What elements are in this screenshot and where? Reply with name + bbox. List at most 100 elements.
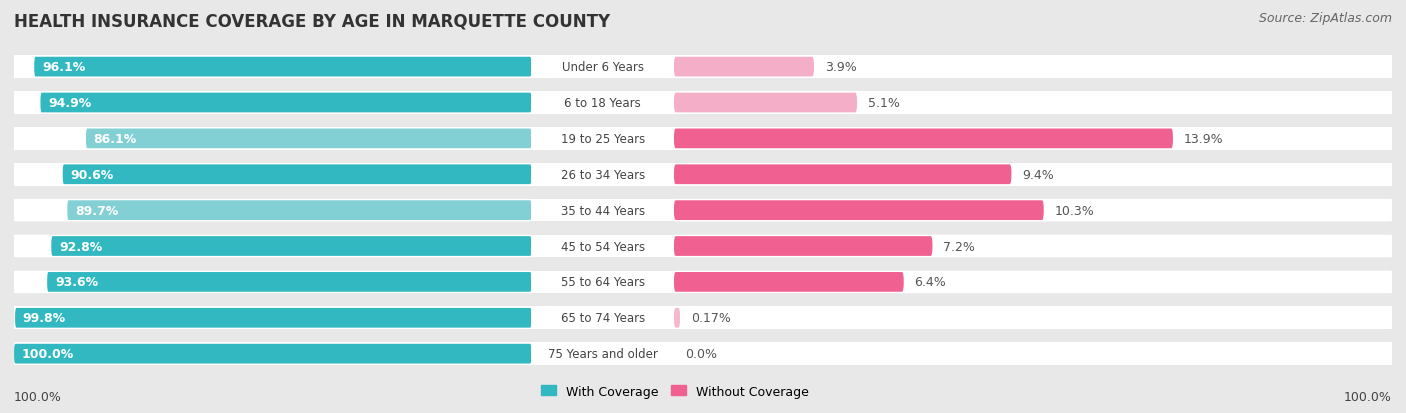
- FancyBboxPatch shape: [673, 92, 1392, 114]
- FancyBboxPatch shape: [673, 128, 1392, 150]
- Text: 13.9%: 13.9%: [1184, 133, 1223, 145]
- FancyBboxPatch shape: [531, 128, 673, 150]
- FancyBboxPatch shape: [14, 164, 531, 186]
- FancyBboxPatch shape: [14, 56, 531, 79]
- FancyBboxPatch shape: [673, 93, 858, 113]
- FancyBboxPatch shape: [14, 128, 531, 150]
- FancyBboxPatch shape: [531, 342, 673, 365]
- FancyBboxPatch shape: [14, 271, 531, 294]
- FancyBboxPatch shape: [531, 235, 673, 258]
- FancyBboxPatch shape: [531, 164, 673, 186]
- FancyBboxPatch shape: [673, 307, 1392, 329]
- Text: 0.17%: 0.17%: [690, 311, 731, 325]
- FancyBboxPatch shape: [531, 56, 673, 79]
- FancyBboxPatch shape: [673, 165, 1011, 185]
- Text: 100.0%: 100.0%: [1344, 390, 1392, 403]
- FancyBboxPatch shape: [531, 199, 673, 222]
- Text: 99.8%: 99.8%: [22, 311, 66, 325]
- Text: 10.3%: 10.3%: [1054, 204, 1094, 217]
- Text: 89.7%: 89.7%: [75, 204, 118, 217]
- FancyBboxPatch shape: [531, 271, 673, 294]
- FancyBboxPatch shape: [673, 273, 904, 292]
- FancyBboxPatch shape: [673, 307, 1392, 329]
- FancyBboxPatch shape: [14, 271, 531, 294]
- FancyBboxPatch shape: [673, 57, 814, 77]
- Text: 6.4%: 6.4%: [914, 276, 946, 289]
- FancyBboxPatch shape: [531, 307, 673, 329]
- FancyBboxPatch shape: [673, 199, 1392, 222]
- Text: 100.0%: 100.0%: [22, 347, 75, 360]
- FancyBboxPatch shape: [531, 271, 673, 294]
- FancyBboxPatch shape: [14, 342, 531, 365]
- FancyBboxPatch shape: [673, 128, 1392, 150]
- FancyBboxPatch shape: [14, 92, 531, 114]
- FancyBboxPatch shape: [673, 56, 1392, 79]
- FancyBboxPatch shape: [673, 199, 1392, 222]
- FancyBboxPatch shape: [531, 92, 673, 114]
- FancyBboxPatch shape: [14, 307, 531, 329]
- FancyBboxPatch shape: [673, 129, 1173, 149]
- FancyBboxPatch shape: [14, 56, 531, 79]
- FancyBboxPatch shape: [14, 235, 531, 258]
- FancyBboxPatch shape: [673, 342, 1392, 365]
- FancyBboxPatch shape: [14, 199, 531, 222]
- FancyBboxPatch shape: [673, 164, 1392, 186]
- FancyBboxPatch shape: [531, 342, 673, 365]
- FancyBboxPatch shape: [14, 199, 531, 222]
- FancyBboxPatch shape: [14, 92, 531, 114]
- Text: 100.0%: 100.0%: [14, 390, 62, 403]
- FancyBboxPatch shape: [531, 307, 673, 329]
- FancyBboxPatch shape: [14, 344, 531, 364]
- Text: 94.9%: 94.9%: [48, 97, 91, 110]
- Text: HEALTH INSURANCE COVERAGE BY AGE IN MARQUETTE COUNTY: HEALTH INSURANCE COVERAGE BY AGE IN MARQ…: [14, 12, 610, 30]
- FancyBboxPatch shape: [673, 237, 932, 256]
- FancyBboxPatch shape: [41, 93, 531, 113]
- Text: 65 to 74 Years: 65 to 74 Years: [561, 311, 645, 325]
- FancyBboxPatch shape: [673, 235, 1392, 258]
- FancyBboxPatch shape: [86, 129, 531, 149]
- Text: 5.1%: 5.1%: [868, 97, 900, 110]
- Text: 92.8%: 92.8%: [59, 240, 103, 253]
- Text: 9.4%: 9.4%: [1022, 169, 1054, 181]
- FancyBboxPatch shape: [14, 128, 531, 150]
- Text: 0.0%: 0.0%: [685, 347, 717, 360]
- FancyBboxPatch shape: [67, 201, 531, 221]
- Legend: With Coverage, Without Coverage: With Coverage, Without Coverage: [536, 380, 814, 403]
- Text: 86.1%: 86.1%: [94, 133, 136, 145]
- Text: 6 to 18 Years: 6 to 18 Years: [564, 97, 641, 110]
- FancyBboxPatch shape: [531, 92, 673, 114]
- Text: 90.6%: 90.6%: [70, 169, 114, 181]
- FancyBboxPatch shape: [15, 308, 531, 328]
- FancyBboxPatch shape: [673, 308, 681, 328]
- FancyBboxPatch shape: [531, 199, 673, 222]
- FancyBboxPatch shape: [14, 235, 531, 258]
- Text: 26 to 34 Years: 26 to 34 Years: [561, 169, 645, 181]
- FancyBboxPatch shape: [673, 235, 1392, 258]
- Text: 19 to 25 Years: 19 to 25 Years: [561, 133, 645, 145]
- FancyBboxPatch shape: [673, 271, 1392, 294]
- Text: 93.6%: 93.6%: [55, 276, 98, 289]
- Text: Source: ZipAtlas.com: Source: ZipAtlas.com: [1258, 12, 1392, 25]
- Text: 3.9%: 3.9%: [825, 61, 856, 74]
- FancyBboxPatch shape: [14, 307, 531, 329]
- FancyBboxPatch shape: [531, 164, 673, 186]
- Text: 75 Years and older: 75 Years and older: [548, 347, 658, 360]
- FancyBboxPatch shape: [673, 92, 1392, 114]
- FancyBboxPatch shape: [673, 342, 1392, 365]
- FancyBboxPatch shape: [673, 164, 1392, 186]
- FancyBboxPatch shape: [14, 342, 531, 365]
- FancyBboxPatch shape: [531, 128, 673, 150]
- FancyBboxPatch shape: [14, 164, 531, 186]
- FancyBboxPatch shape: [51, 237, 531, 256]
- Text: 7.2%: 7.2%: [943, 240, 976, 253]
- Text: Under 6 Years: Under 6 Years: [561, 61, 644, 74]
- Text: 55 to 64 Years: 55 to 64 Years: [561, 276, 645, 289]
- FancyBboxPatch shape: [34, 57, 531, 77]
- Text: 96.1%: 96.1%: [42, 61, 86, 74]
- FancyBboxPatch shape: [673, 271, 1392, 294]
- FancyBboxPatch shape: [531, 56, 673, 79]
- Text: 45 to 54 Years: 45 to 54 Years: [561, 240, 645, 253]
- FancyBboxPatch shape: [673, 56, 1392, 79]
- FancyBboxPatch shape: [673, 201, 1043, 221]
- Text: 35 to 44 Years: 35 to 44 Years: [561, 204, 645, 217]
